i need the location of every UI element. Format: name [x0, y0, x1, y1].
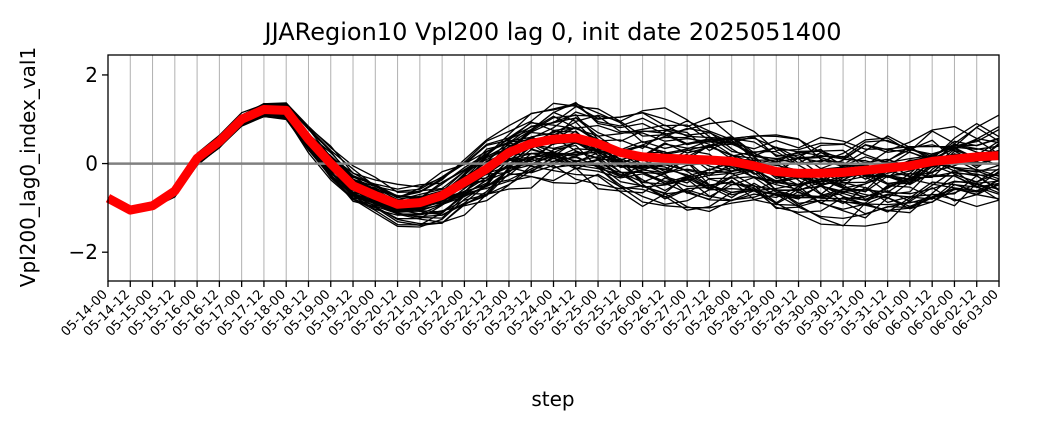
y-tick-label: −2: [69, 240, 98, 264]
x-axis-label: step: [531, 387, 574, 411]
ensemble-member-line: [107, 112, 1000, 214]
y-axis: −2 0 2: [69, 63, 108, 264]
ensemble-member-line: [107, 115, 1000, 226]
chart-title: JJARegion10 Vpl200 lag 0, init date 2025…: [262, 18, 841, 46]
y-tick-label: 0: [85, 152, 98, 176]
y-tick-label: 2: [85, 63, 98, 87]
y-axis-label: Vpl200_lag0_index_val1: [16, 47, 40, 287]
ensemble-mean-line: [105, 105, 1000, 215]
x-axis: 05-14-0005-14-1205-15-0005-15-1205-16-00…: [58, 281, 1002, 340]
